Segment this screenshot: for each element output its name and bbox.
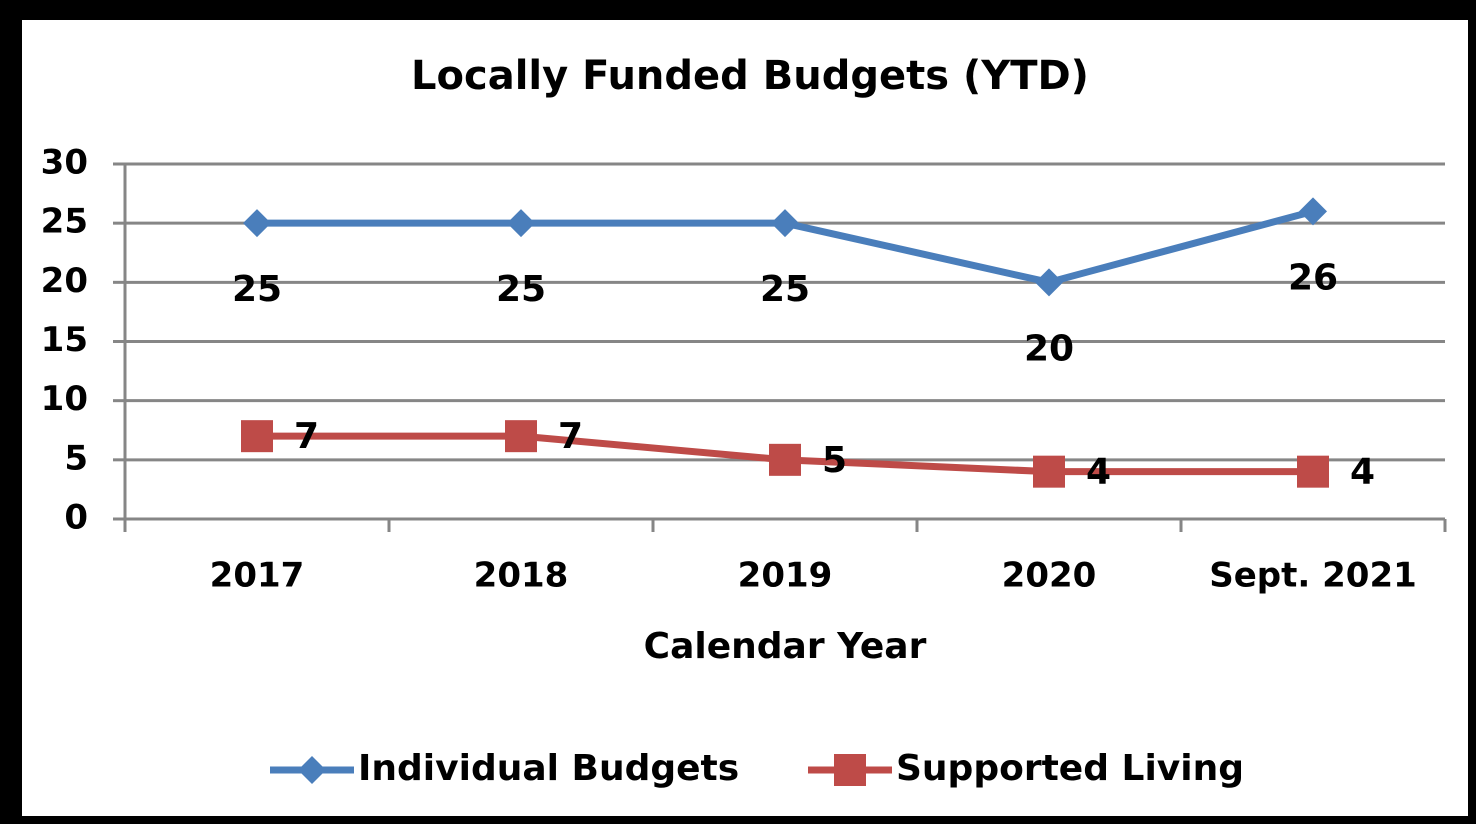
marker: [771, 209, 799, 238]
marker: [834, 754, 866, 786]
data-label: 25: [760, 269, 810, 310]
marker: [507, 209, 535, 238]
x-tick-label: 2020: [1002, 556, 1097, 596]
data-label: 4: [1350, 452, 1375, 493]
legend-label: Supported Living: [896, 748, 1244, 789]
marker: [1033, 455, 1065, 488]
chart-title: Locally Funded Budgets (YTD): [411, 53, 1089, 99]
marker: [241, 420, 273, 453]
y-tick-label: 25: [41, 202, 88, 242]
data-label: 25: [496, 269, 546, 310]
y-tick-label: 10: [41, 379, 88, 419]
y-tick-label: 0: [64, 498, 88, 538]
x-tick-label: 2018: [474, 556, 569, 596]
y-tick-label: 15: [41, 320, 88, 360]
x-tick-label: Sept. 2021: [1209, 556, 1417, 596]
x-tick-label: 2019: [738, 556, 833, 596]
marker: [1297, 455, 1329, 488]
marker: [298, 756, 326, 784]
y-tick-label: 5: [64, 438, 88, 478]
y-tick-label: 30: [41, 143, 88, 183]
data-label: 26: [1288, 257, 1338, 298]
marker: [243, 209, 271, 238]
data-label: 25: [232, 269, 282, 310]
marker: [1299, 197, 1327, 226]
x-tick-label: 2017: [210, 556, 305, 596]
data-label: 5: [822, 440, 847, 481]
legend-label: Individual Budgets: [358, 748, 739, 789]
x-axis-title: Calendar Year: [644, 626, 927, 667]
data-label: 20: [1024, 328, 1074, 369]
data-label: 7: [558, 416, 583, 457]
marker: [1035, 268, 1063, 297]
data-label: 7: [294, 416, 319, 457]
y-tick-label: 20: [41, 261, 88, 301]
marker: [505, 420, 537, 453]
data-label: 4: [1086, 452, 1111, 493]
marker: [769, 443, 801, 476]
chart-area: [22, 20, 1468, 816]
